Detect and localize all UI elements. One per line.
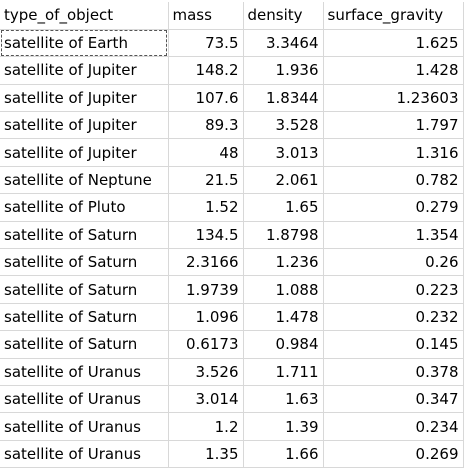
cell-surface-gravity[interactable]: 0.145 (323, 330, 464, 359)
cell-density[interactable]: 3.528 (243, 111, 324, 140)
cell-type-of-object[interactable]: satellite of Uranus (0, 440, 169, 469)
cell-mass[interactable]: 3.526 (168, 358, 244, 386)
cell-surface-gravity[interactable]: 1.23603 (323, 84, 464, 113)
cell-type-of-object[interactable]: satellite of Neptune (0, 166, 169, 195)
cell-surface-gravity[interactable]: 0.234 (323, 412, 464, 441)
cell-density[interactable]: 3.013 (243, 138, 324, 167)
cell-type-of-object[interactable]: satellite of Uranus (0, 412, 169, 441)
cell-type-of-object[interactable]: satellite of Saturn (0, 248, 169, 277)
cell-surface-gravity[interactable]: 1.797 (323, 111, 464, 140)
table-body: satellite of Earth 73.5 3.3464 1.625 satelli… (0, 29, 464, 469)
cell-mass[interactable]: 1.2 (168, 412, 244, 441)
cell-surface-gravity[interactable]: 0.232 (323, 303, 464, 332)
cell-mass[interactable]: 1.096 (168, 303, 244, 332)
cell-density[interactable]: 1.39 (243, 412, 324, 441)
cell-mass[interactable]: 148.2 (168, 56, 244, 85)
table-row: satellite of Saturn 0.6173 0.984 0.145 (0, 330, 464, 359)
cell-type-of-object[interactable]: satellite of Pluto (0, 193, 169, 222)
cell-surface-gravity[interactable]: 1.428 (323, 56, 464, 85)
table-row: satellite of Saturn 2.3166 1.236 0.26 (0, 248, 464, 277)
cell-type-of-object[interactable]: satellite of Saturn (0, 221, 169, 250)
cell-type-of-object[interactable]: satellite of Uranus (0, 385, 169, 414)
table-row: satellite of Jupiter 148.2 1.936 1.428 (0, 56, 464, 85)
cell-mass[interactable]: 21.5 (168, 166, 244, 195)
cell-mass[interactable]: 3.014 (168, 385, 244, 414)
cell-type-of-object[interactable]: satellite of Jupiter (0, 84, 169, 113)
cell-density[interactable]: 1.478 (243, 303, 324, 332)
table-row: satellite of Saturn 1.9739 1.088 0.223 (0, 275, 464, 304)
cell-mass[interactable]: 73.5 (168, 29, 244, 58)
cell-density[interactable]: 1.65 (243, 193, 324, 222)
cell-type-of-object[interactable]: satellite of Jupiter (0, 56, 169, 85)
table-row: satellite of Uranus 3.526 1.711 0.378 (0, 358, 464, 386)
cell-density[interactable]: 1.63 (243, 385, 324, 414)
table-row: satellite of Earth 73.5 3.3464 1.625 (0, 29, 464, 58)
column-header-density[interactable]: density (243, 2, 324, 30)
cell-surface-gravity[interactable]: 0.347 (323, 385, 464, 414)
cell-density[interactable]: 2.061 (243, 166, 324, 195)
cell-mass[interactable]: 89.3 (168, 111, 244, 140)
cell-mass[interactable]: 1.52 (168, 193, 244, 222)
cell-type-of-object[interactable]: satellite of Saturn (0, 275, 169, 304)
cell-type-of-object[interactable]: satellite of Jupiter (0, 138, 169, 167)
cell-mass[interactable]: 48 (168, 138, 244, 167)
cell-surface-gravity[interactable]: 1.316 (323, 138, 464, 167)
cell-type-of-object[interactable]: satellite of Earth (0, 29, 169, 58)
cell-surface-gravity[interactable]: 1.354 (323, 221, 464, 250)
cell-density[interactable]: 1.8344 (243, 84, 324, 113)
cell-type-of-object[interactable]: satellite of Uranus (0, 358, 169, 386)
cell-mass[interactable]: 2.3166 (168, 248, 244, 277)
column-header-type-of-object[interactable]: type_of_object (0, 2, 169, 30)
table-row: satellite of Uranus 3.014 1.63 0.347 (0, 385, 464, 414)
cell-surface-gravity[interactable]: 0.782 (323, 166, 464, 195)
cell-mass[interactable]: 1.9739 (168, 275, 244, 304)
cell-surface-gravity[interactable]: 0.223 (323, 275, 464, 304)
table-row: satellite of Jupiter 89.3 3.528 1.797 (0, 111, 464, 140)
column-header-mass[interactable]: mass (168, 2, 244, 30)
table-row: satellite of Saturn 134.5 1.8798 1.354 (0, 221, 464, 250)
cell-density[interactable]: 1.936 (243, 56, 324, 85)
cell-type-of-object[interactable]: satellite of Saturn (0, 303, 169, 332)
cell-mass[interactable]: 0.6173 (168, 330, 244, 359)
table-row: satellite of Neptune 21.5 2.061 0.782 (0, 166, 464, 195)
table-row: satellite of Uranus 1.2 1.39 0.234 (0, 412, 464, 441)
column-header-surface-gravity[interactable]: surface_gravity (323, 2, 464, 30)
cell-density[interactable]: 0.984 (243, 330, 324, 359)
cell-density[interactable]: 1.66 (243, 440, 324, 469)
cell-surface-gravity[interactable]: 0.269 (323, 440, 464, 469)
cell-mass[interactable]: 134.5 (168, 221, 244, 250)
cell-density[interactable]: 3.3464 (243, 29, 324, 58)
table-row: satellite of Jupiter 107.6 1.8344 1.23603 (0, 84, 464, 113)
table-row: satellite of Uranus 1.35 1.66 0.269 (0, 440, 464, 469)
table-row: satellite of Saturn 1.096 1.478 0.232 (0, 303, 464, 332)
cell-density[interactable]: 1.236 (243, 248, 324, 277)
cell-surface-gravity[interactable]: 0.378 (323, 358, 464, 386)
cell-mass[interactable]: 107.6 (168, 84, 244, 113)
cell-mass[interactable]: 1.35 (168, 440, 244, 469)
header-row: type_of_object mass density surface_grav… (0, 2, 464, 30)
cell-surface-gravity[interactable]: 0.279 (323, 193, 464, 222)
cell-density[interactable]: 1.8798 (243, 221, 324, 250)
cell-density[interactable]: 1.088 (243, 275, 324, 304)
cell-surface-gravity[interactable]: 1.625 (323, 29, 464, 58)
cell-surface-gravity[interactable]: 0.26 (323, 248, 464, 277)
cell-density[interactable]: 1.711 (243, 358, 324, 386)
table-row: satellite of Jupiter 48 3.013 1.316 (0, 138, 464, 167)
table-row: satellite of Pluto 1.52 1.65 0.279 (0, 193, 464, 222)
cell-type-of-object[interactable]: satellite of Jupiter (0, 111, 169, 140)
cell-type-of-object[interactable]: satellite of Saturn (0, 330, 169, 359)
